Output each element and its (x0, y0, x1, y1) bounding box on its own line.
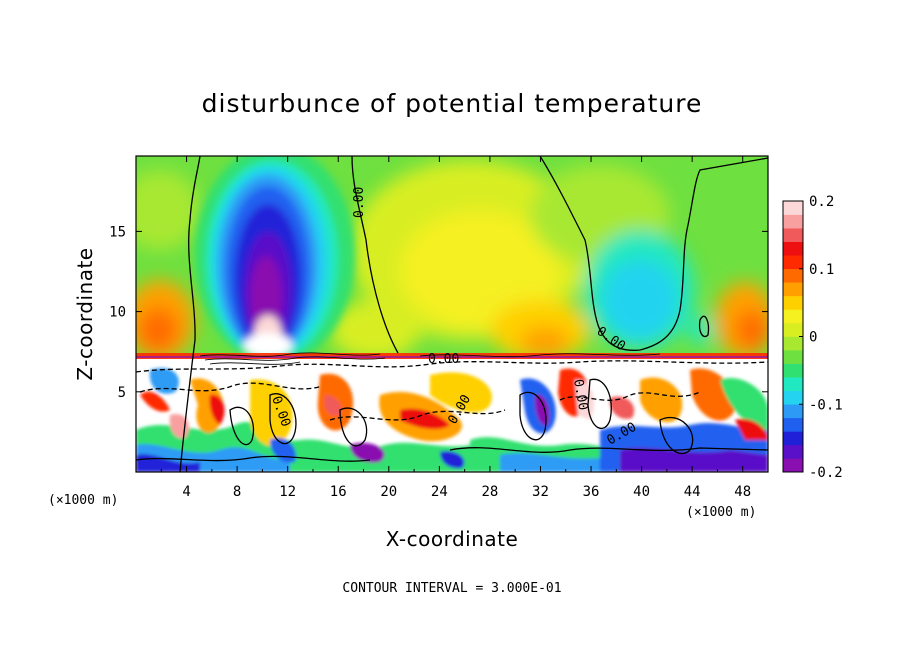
colorbar-tick-label: -0.1 (809, 397, 843, 413)
contour-label: 0.00 (352, 187, 367, 218)
x-tick-label: 48 (734, 484, 751, 500)
colorbar-swatch (783, 336, 803, 351)
x-tick-label: 40 (633, 484, 650, 500)
x-tick-label: 32 (532, 484, 549, 500)
x-tick-label: 28 (481, 484, 498, 500)
x-axis: 4 8 12 16 20 24 28 32 36 40 44 48 (160, 156, 751, 500)
colorbar-swatch (783, 295, 803, 310)
x-tick-label: 16 (330, 484, 347, 500)
colorbar-swatch (783, 417, 803, 432)
colorbar-swatch (783, 268, 803, 283)
x-tick-label: 44 (684, 484, 701, 500)
colorbar-swatch (783, 201, 803, 215)
y-axis-label: Z-coordinate (73, 247, 97, 380)
x-unit-right: (×1000 m) (686, 505, 756, 520)
colorbar-swatch (783, 241, 803, 256)
colorbar (782, 200, 804, 473)
colorbar-swatch (783, 431, 803, 446)
y-axis: 5 10 15 (109, 224, 768, 401)
x-tick-label: 20 (380, 484, 397, 500)
plot-area (136, 156, 768, 472)
contour-label: 0.00 (428, 352, 459, 367)
colorbar-swatch (783, 322, 803, 337)
x-tick-label: 12 (279, 484, 296, 500)
colorbar-swatch (783, 390, 803, 405)
y-tick-label: 10 (109, 305, 126, 321)
colorbar-swatch (783, 228, 803, 242)
colorbar-swatch (783, 377, 803, 391)
colorbar-swatch (783, 363, 803, 378)
x-tick-label: 36 (583, 484, 600, 500)
colorbar-tick-label: 0.1 (809, 262, 834, 278)
contour-interval-note: CONTOUR INTERVAL = 3.000E-01 (342, 581, 561, 596)
y-tick-label: 5 (118, 385, 126, 401)
colorbar-tick-label: 0.2 (809, 194, 834, 210)
colorbar-swatch (783, 350, 803, 364)
colorbar-tick-label: -0.2 (809, 465, 843, 481)
x-tick-label: 4 (182, 484, 190, 500)
colorbar-swatch (783, 282, 803, 297)
x-tick-label: 8 (233, 484, 241, 500)
x-tick-label: 24 (431, 484, 448, 500)
colorbar-tick-label: 0 (809, 330, 817, 346)
chart-title: disturbunce of potential temperature (202, 89, 703, 118)
colorbar-swatch (783, 404, 803, 419)
y-tick-label: 15 (109, 224, 126, 240)
colorbar-swatch (783, 255, 803, 270)
x-unit-left: (×1000 m) (48, 493, 118, 508)
x-axis-label: X-coordinate (386, 527, 519, 551)
colorbar-swatch (783, 444, 803, 459)
colorbar-swatch (783, 214, 803, 229)
plot-frame (135, 155, 769, 473)
contour-label: 0.00 (570, 378, 590, 411)
colorbar-swatch (783, 309, 803, 324)
colorbar-ticks: 0.2 0.1 0 -0.1 -0.2 (799, 194, 843, 481)
colorbar-swatch (783, 458, 803, 473)
